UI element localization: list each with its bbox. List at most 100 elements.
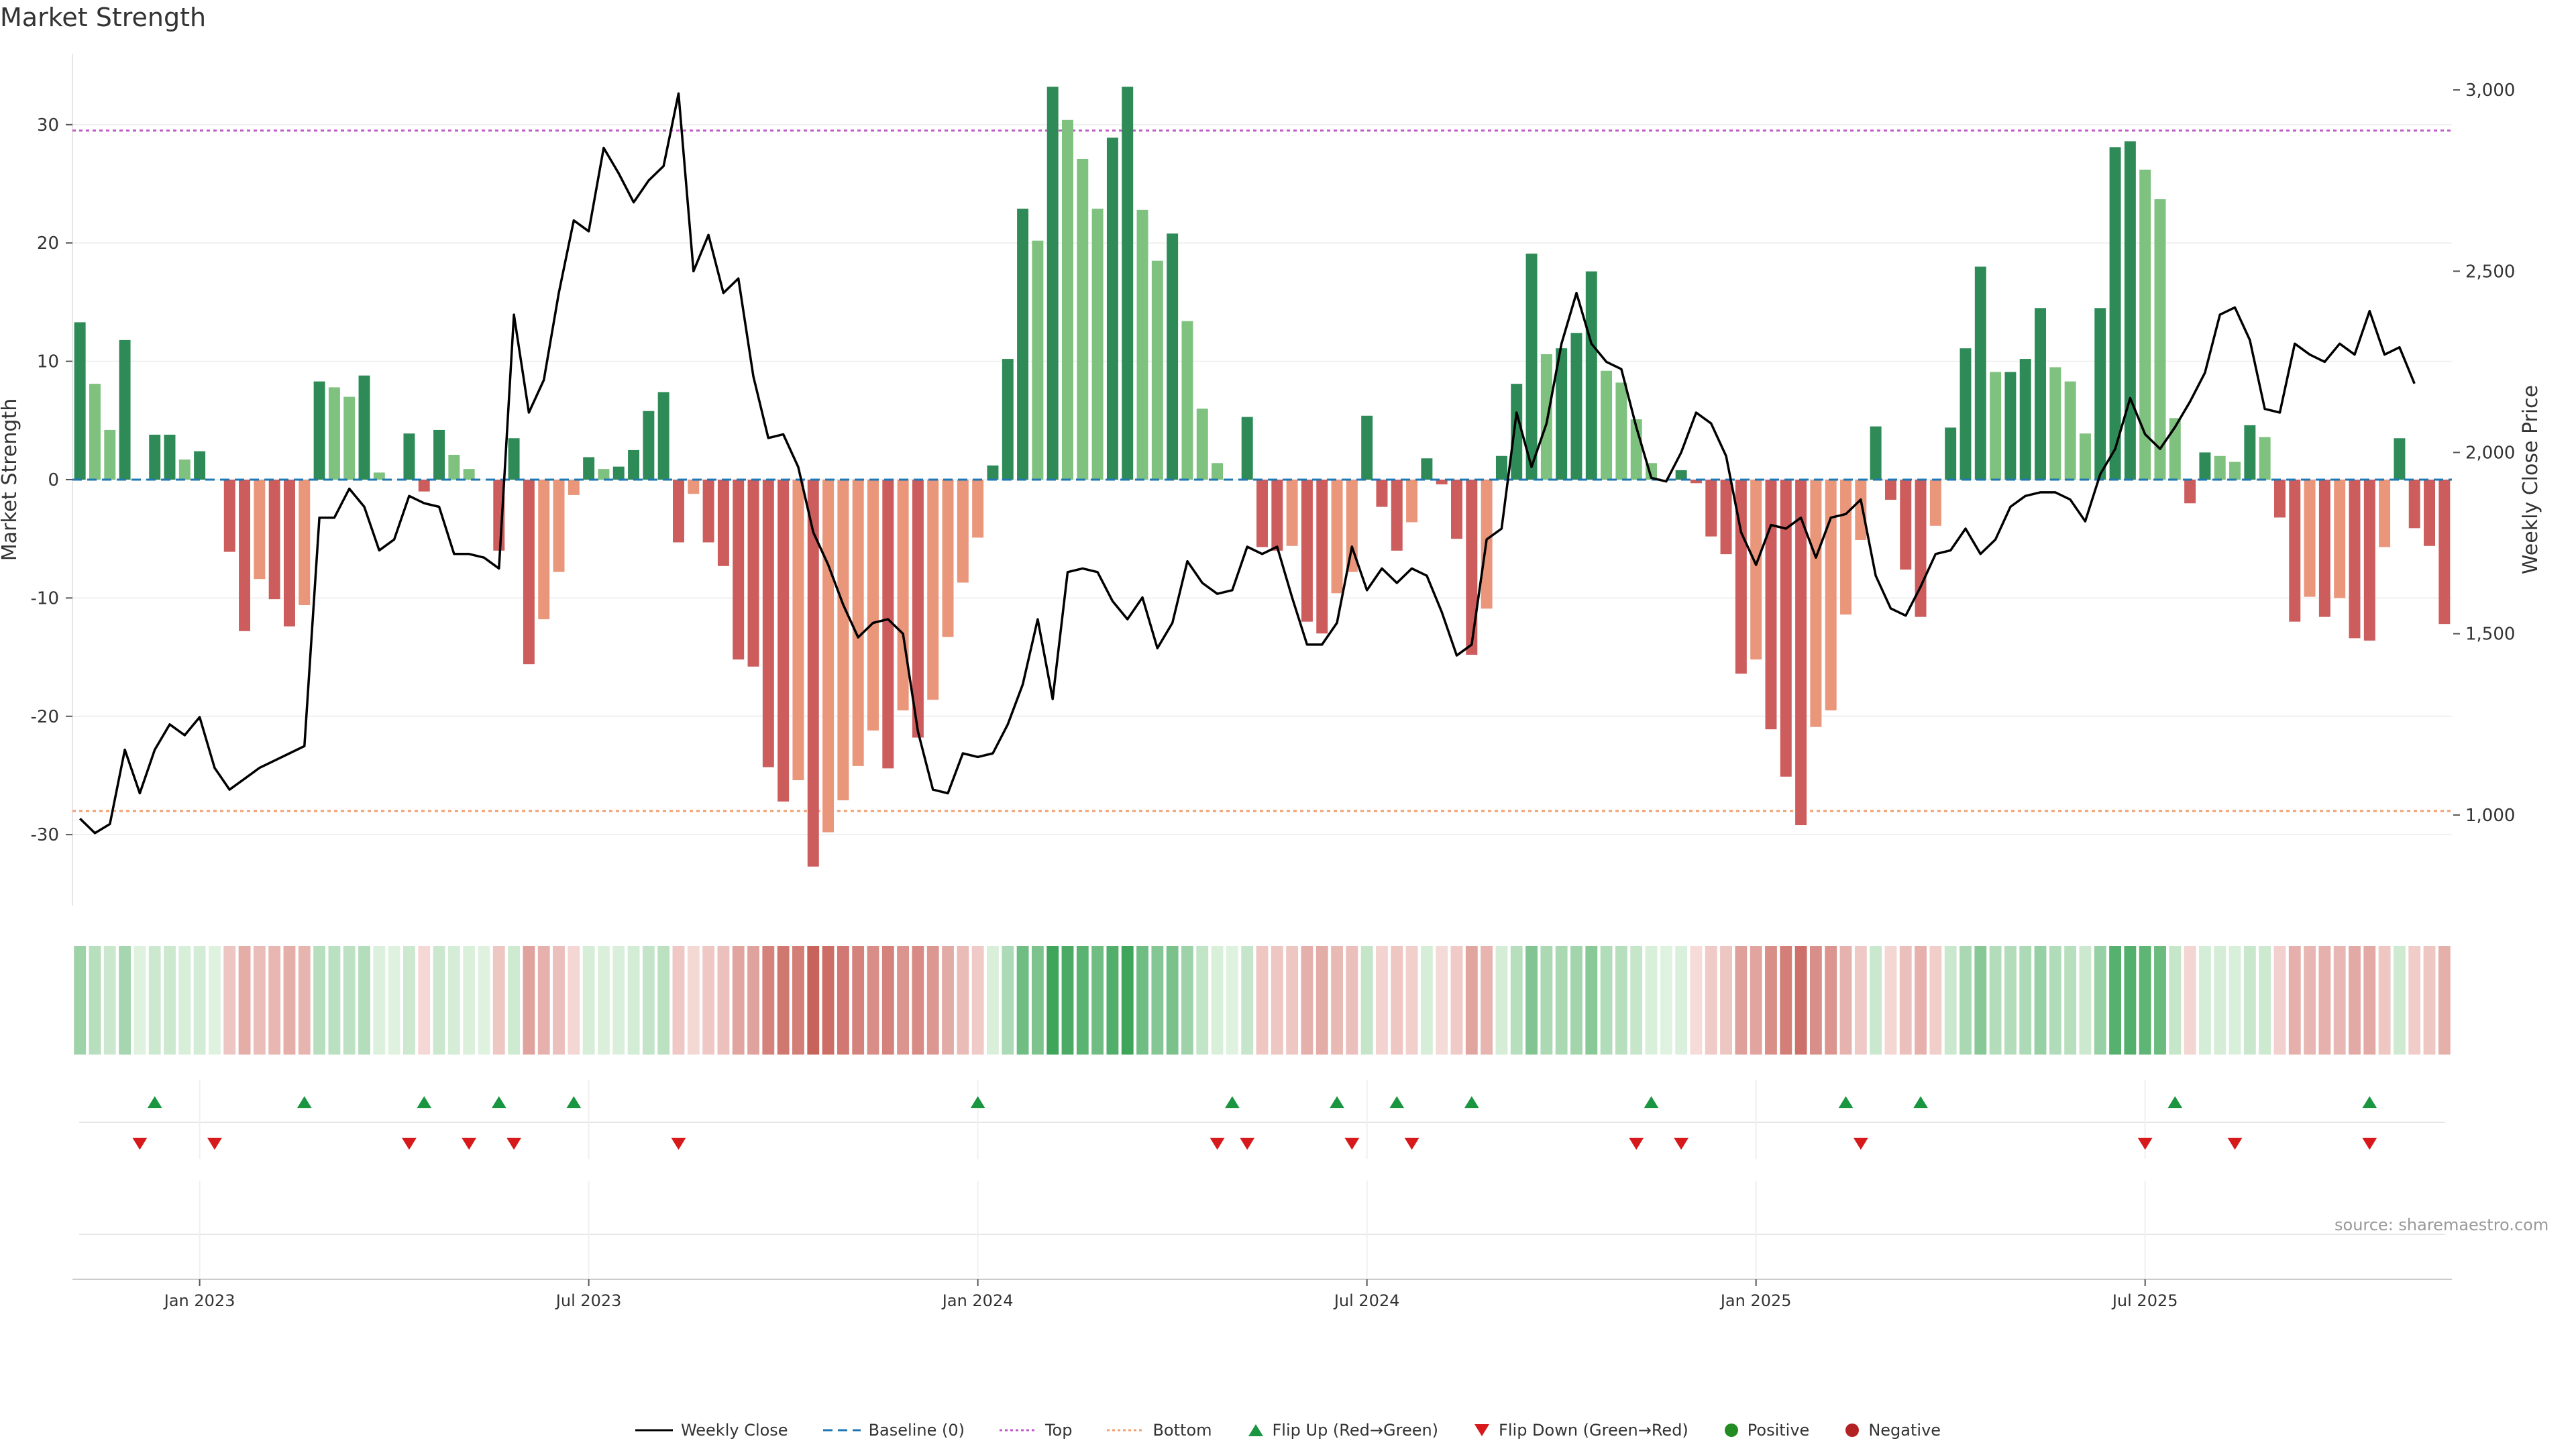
strength-bar	[373, 472, 385, 480]
strength-bar	[1271, 480, 1283, 551]
heat-cell	[89, 946, 101, 1055]
x-tick-label: Jul 2024	[1333, 1291, 1400, 1310]
heat-cell	[537, 946, 550, 1055]
strength-bar	[777, 480, 790, 802]
heat-cell	[657, 946, 670, 1055]
y2-tick-label: 1,500	[2465, 625, 2515, 645]
heat-cell	[463, 946, 476, 1055]
heat-cell	[2079, 946, 2092, 1055]
flip-up-marker	[417, 1096, 432, 1108]
x-tick-label: Jul 2025	[2111, 1291, 2178, 1310]
heat-cell	[358, 946, 370, 1055]
heat-cell	[1405, 946, 1418, 1055]
strength-bar	[1990, 372, 2002, 480]
x-tick-label: Jan 2025	[1719, 1291, 1792, 1310]
strength-bar	[2349, 480, 2361, 639]
heat-cell	[209, 946, 221, 1055]
heat-cell	[747, 946, 759, 1055]
strength-bar	[2273, 480, 2286, 518]
heat-cell	[2363, 946, 2376, 1055]
heat-cell	[2214, 946, 2226, 1055]
heat-cell	[702, 946, 715, 1055]
strength-bar	[987, 465, 999, 480]
heat-cell	[732, 946, 745, 1055]
flip-up-marker	[297, 1096, 312, 1108]
heat-cell	[447, 946, 460, 1055]
strength-bar	[1181, 321, 1193, 480]
flip-up-marker	[1389, 1096, 1405, 1108]
heat-cell	[2094, 946, 2106, 1055]
strength-bar	[2289, 480, 2301, 622]
heat-cell	[283, 946, 296, 1055]
strength-bar	[882, 480, 894, 769]
heat-cell	[2393, 946, 2406, 1055]
heat-cell	[193, 946, 206, 1055]
legend-item-baseline: Baseline (0)	[822, 1421, 965, 1440]
heat-cell	[119, 946, 131, 1055]
heat-cell	[508, 946, 521, 1055]
heat-cell	[807, 946, 820, 1055]
heat-cell	[1481, 946, 1493, 1055]
y-tick-label: -10	[31, 588, 59, 608]
strength-bar	[612, 466, 625, 480]
strength-bar	[2094, 308, 2106, 480]
heat-cell	[2064, 946, 2077, 1055]
heat-cell	[822, 946, 835, 1055]
strength-bar	[313, 381, 325, 480]
strength-bar	[762, 480, 774, 767]
heat-cell	[253, 946, 266, 1055]
strength-bar	[194, 451, 206, 480]
strength-bar	[448, 454, 460, 480]
flip-down-marker	[132, 1138, 148, 1150]
flip-down-marker	[671, 1138, 686, 1150]
heat-cell	[642, 946, 655, 1055]
heat-cell	[897, 946, 910, 1055]
heat-cell	[1016, 946, 1029, 1055]
heat-cell	[1331, 946, 1343, 1055]
heat-cell	[1735, 946, 1748, 1055]
strength-bar	[1795, 480, 1807, 826]
circle-red-icon	[1845, 1424, 1860, 1437]
strength-bar	[2064, 381, 2076, 480]
heat-cell	[1106, 946, 1119, 1055]
market-strength-chart: 30 20 10 0 -10 -20 -30 Market Strength 3,000 2,50…	[0, 54, 2542, 1310]
strength-bar	[942, 480, 954, 637]
heat-cell	[1989, 946, 2002, 1055]
weekly-close-line	[78, 92, 2416, 835]
legend-label-flip-down: Flip Down (Green→Red)	[1499, 1421, 1688, 1440]
strength-bar	[1570, 333, 1582, 480]
strength-bar	[358, 375, 370, 480]
strength-bar	[1884, 480, 1896, 500]
strength-bar	[1720, 480, 1732, 555]
heat-cell	[957, 946, 969, 1055]
strength-bar	[2244, 425, 2256, 480]
strength-bar	[328, 387, 340, 480]
heat-cell	[1031, 946, 1044, 1055]
heat-cell	[2124, 946, 2137, 1055]
heat-cell	[1630, 946, 1643, 1055]
heat-cell	[1675, 946, 1688, 1055]
strength-bar	[2139, 169, 2151, 480]
strength-bar	[1391, 480, 1403, 551]
strength-bar	[1151, 260, 1163, 480]
strength-bar	[2124, 141, 2136, 480]
heat-cell	[2034, 946, 2047, 1055]
heat-cell	[1870, 946, 1882, 1055]
heat-cell	[612, 946, 625, 1055]
legend-label-bottom: Bottom	[1152, 1421, 1212, 1440]
strength-bar	[2199, 452, 2211, 480]
legend-label-weekly-close: Weekly Close	[680, 1421, 788, 1440]
heat-cell	[1854, 946, 1867, 1055]
heat-cell	[2139, 946, 2151, 1055]
strength-bar	[1810, 480, 1822, 727]
chart-title: Market Strength	[0, 3, 207, 32]
legend-item-flip-up: Flip Up (Red→Green)	[1247, 1421, 1438, 1440]
strength-bar	[1735, 480, 1747, 674]
strength-bar	[822, 480, 835, 833]
heat-cell	[1181, 946, 1193, 1055]
strength-bar	[2019, 359, 2031, 480]
strength-bar	[1585, 271, 1597, 480]
strength-bar	[433, 429, 445, 480]
y2-axis-label: Weekly Close Price	[2519, 385, 2542, 574]
legend-label-negative: Negative	[1868, 1421, 1941, 1440]
